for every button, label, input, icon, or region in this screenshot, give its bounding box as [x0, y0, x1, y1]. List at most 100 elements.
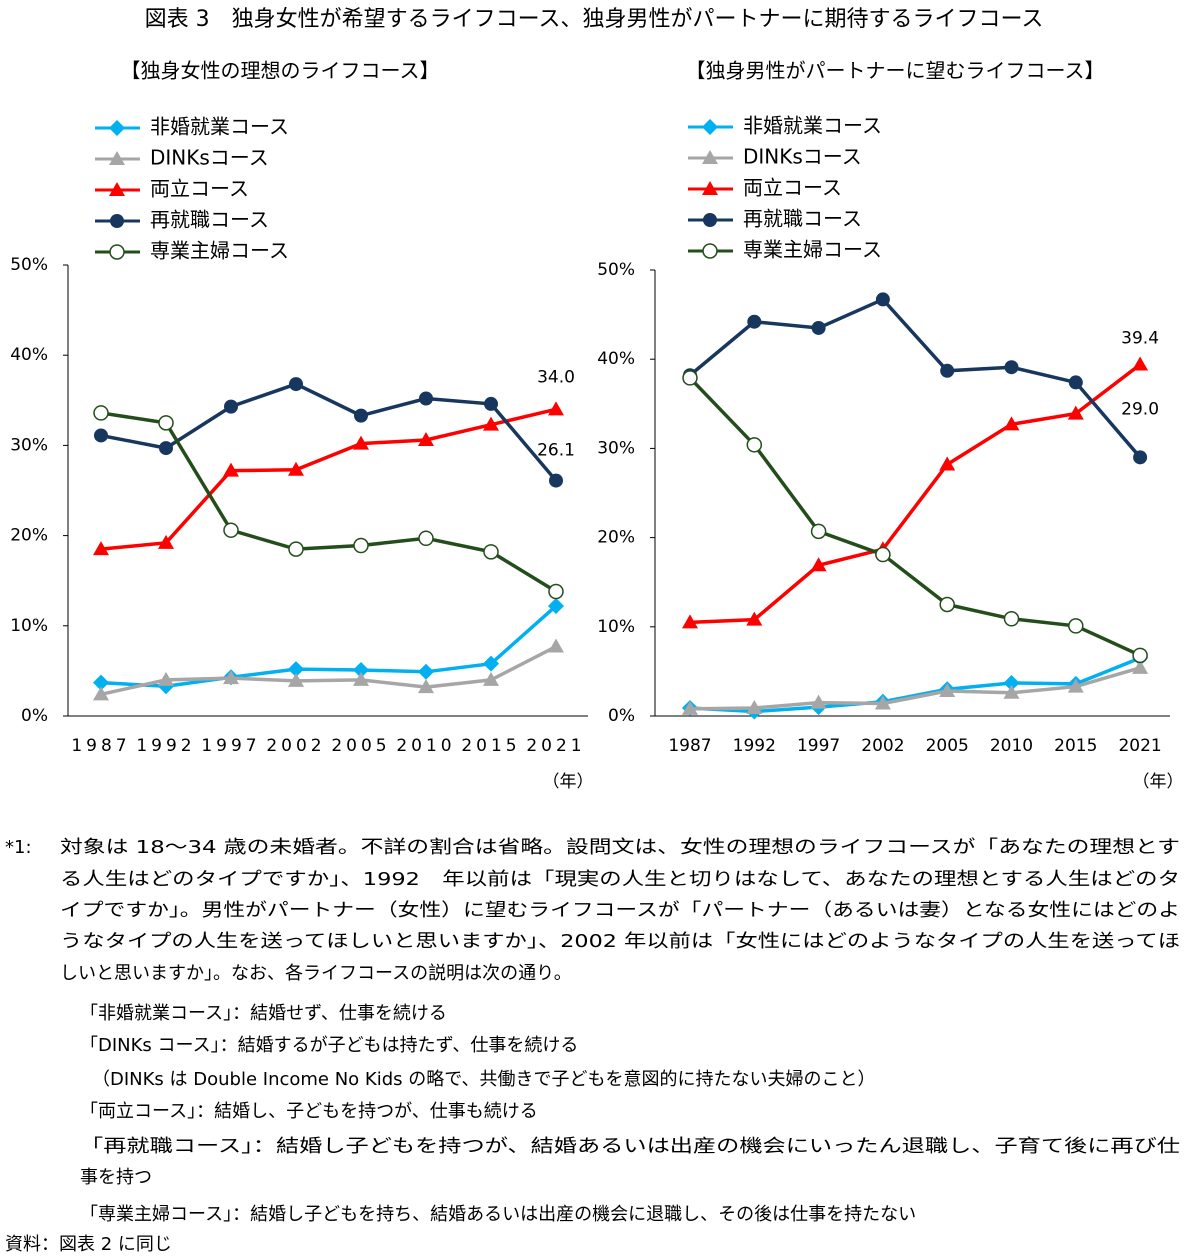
y-tick-label: 0%: [608, 706, 635, 726]
marker: [288, 541, 304, 557]
marker: [353, 435, 369, 450]
legend-marker: [109, 120, 125, 136]
legend-label: 再就職コース: [743, 207, 862, 231]
marker: [483, 544, 499, 560]
legend-marker: [702, 150, 718, 164]
data-label: 34.0: [537, 367, 575, 387]
marker: [1003, 611, 1020, 627]
series-line: [100, 604, 558, 688]
data-label: 39.4: [1121, 329, 1159, 349]
marker: [940, 363, 955, 378]
note-line: うなタイプの人生を送ってほしいと思いますか」、2002 年以前は「女性にはどのよ…: [60, 931, 1180, 952]
legend-label: 非婚就業コース: [743, 114, 882, 138]
marker: [288, 661, 304, 678]
marker: [483, 655, 499, 672]
marker: [158, 415, 174, 431]
legend-marker: [702, 243, 718, 259]
note-line: 対象は 18～34 歳の未婚者。不詳の割合は省略。設問文は、女性の理想のライフコ…: [60, 837, 1180, 858]
marker: [289, 377, 303, 392]
note-line: 事を持つ: [80, 1167, 152, 1188]
x-tick-label: 2002: [861, 736, 904, 756]
y-tick-label: 20%: [597, 528, 635, 548]
x-tick-label: 1987: [71, 736, 130, 756]
y-tick-label: 0%: [21, 706, 48, 726]
marker: [1133, 450, 1148, 465]
legend-marker: [109, 244, 125, 260]
source: 資料：図表 2 に同じ: [5, 1234, 172, 1255]
marker: [93, 541, 109, 556]
marker: [159, 441, 173, 456]
series-line: [100, 644, 557, 697]
y-tick-label: 40%: [10, 345, 48, 365]
x-unit: （年）: [543, 772, 594, 792]
y-tick-label: 50%: [10, 255, 48, 275]
marker: [483, 416, 499, 431]
legend-label: DINKsコース: [743, 145, 862, 169]
x-tick-label: 1997: [201, 736, 260, 756]
marker: [1132, 647, 1148, 664]
series-line: [689, 666, 1141, 711]
data-label: 29.0: [1121, 399, 1159, 419]
y-tick-label: 30%: [10, 435, 48, 455]
marker: [939, 456, 956, 471]
marker: [418, 530, 434, 547]
marker: [1067, 678, 1084, 693]
note-label: *1:: [5, 837, 32, 858]
marker: [484, 396, 498, 411]
marker: [483, 671, 499, 686]
legend-marker: [109, 151, 125, 165]
series-line: [100, 411, 557, 594]
marker: [354, 408, 368, 423]
x-tick-label: 2015: [461, 736, 520, 756]
series-line: [100, 407, 557, 551]
marker: [875, 292, 890, 307]
note-line: 「専業主婦コース」：結婚し子どもを持ち、結婚あるいは出産の機会に退職し、その後は…: [80, 1204, 916, 1225]
legend-label: 再就職コース: [150, 208, 269, 232]
marker: [548, 597, 564, 614]
marker: [223, 522, 239, 538]
x-tick-label: 2021: [1118, 736, 1161, 756]
marker: [682, 700, 698, 715]
marker: [1068, 618, 1084, 634]
legend-label: 専業主婦コース: [743, 238, 882, 262]
x-tick-label: 1992: [136, 736, 195, 756]
marker: [158, 671, 174, 686]
x-tick-label: 2010: [990, 736, 1033, 756]
marker: [353, 671, 369, 686]
marker: [548, 638, 564, 653]
note-line: 「非婚就業コース」：結婚せず、仕事を続ける: [80, 1003, 447, 1024]
chart: 【独身男性がパートナーに望むライフコース】 0% 10% 20% 30% 40% 50% 19…: [597, 59, 1183, 793]
legend-label: 専業主婦コース: [150, 239, 289, 263]
y-tick-label: 30%: [597, 438, 635, 458]
chart-subtitle: 【独身男性がパートナーに望むライフコース】: [686, 59, 1105, 83]
note-line: 「両立コース」：結婚し、子どもを持つが、仕事も続ける: [80, 1101, 538, 1122]
marker: [682, 370, 698, 386]
legend-marker: [110, 214, 124, 228]
x-tick-label: 2005: [926, 736, 969, 756]
marker: [288, 672, 304, 687]
marker: [810, 557, 827, 572]
marker: [549, 473, 563, 488]
y-tick-label: 10%: [597, 617, 635, 637]
marker: [810, 694, 827, 709]
note-line: イプですか」。男性がパートナー（女性）に望むライフコースが「パートナー（あるいは…: [60, 900, 1180, 921]
marker: [548, 401, 564, 416]
marker: [158, 534, 174, 549]
series-line: [689, 363, 1142, 625]
x-tick-label: 1992: [733, 736, 776, 756]
legend-label: 両立コース: [743, 176, 842, 200]
marker: [747, 314, 762, 329]
marker: [1132, 659, 1149, 674]
y-tick-label: 20%: [10, 526, 48, 546]
marker: [419, 391, 433, 406]
y-tick-label: 10%: [10, 616, 48, 636]
marker: [1132, 356, 1149, 371]
marker: [418, 431, 434, 446]
marker: [93, 405, 109, 421]
marker: [1068, 375, 1083, 390]
marker: [418, 679, 434, 694]
data-label: 26.1: [537, 441, 575, 461]
y-tick-label: 40%: [597, 349, 635, 369]
marker: [939, 683, 956, 698]
chart: 【独身女性の理想のライフコース】 0% 10% 20% 30% 40% 50% 1987 199…: [10, 59, 593, 793]
